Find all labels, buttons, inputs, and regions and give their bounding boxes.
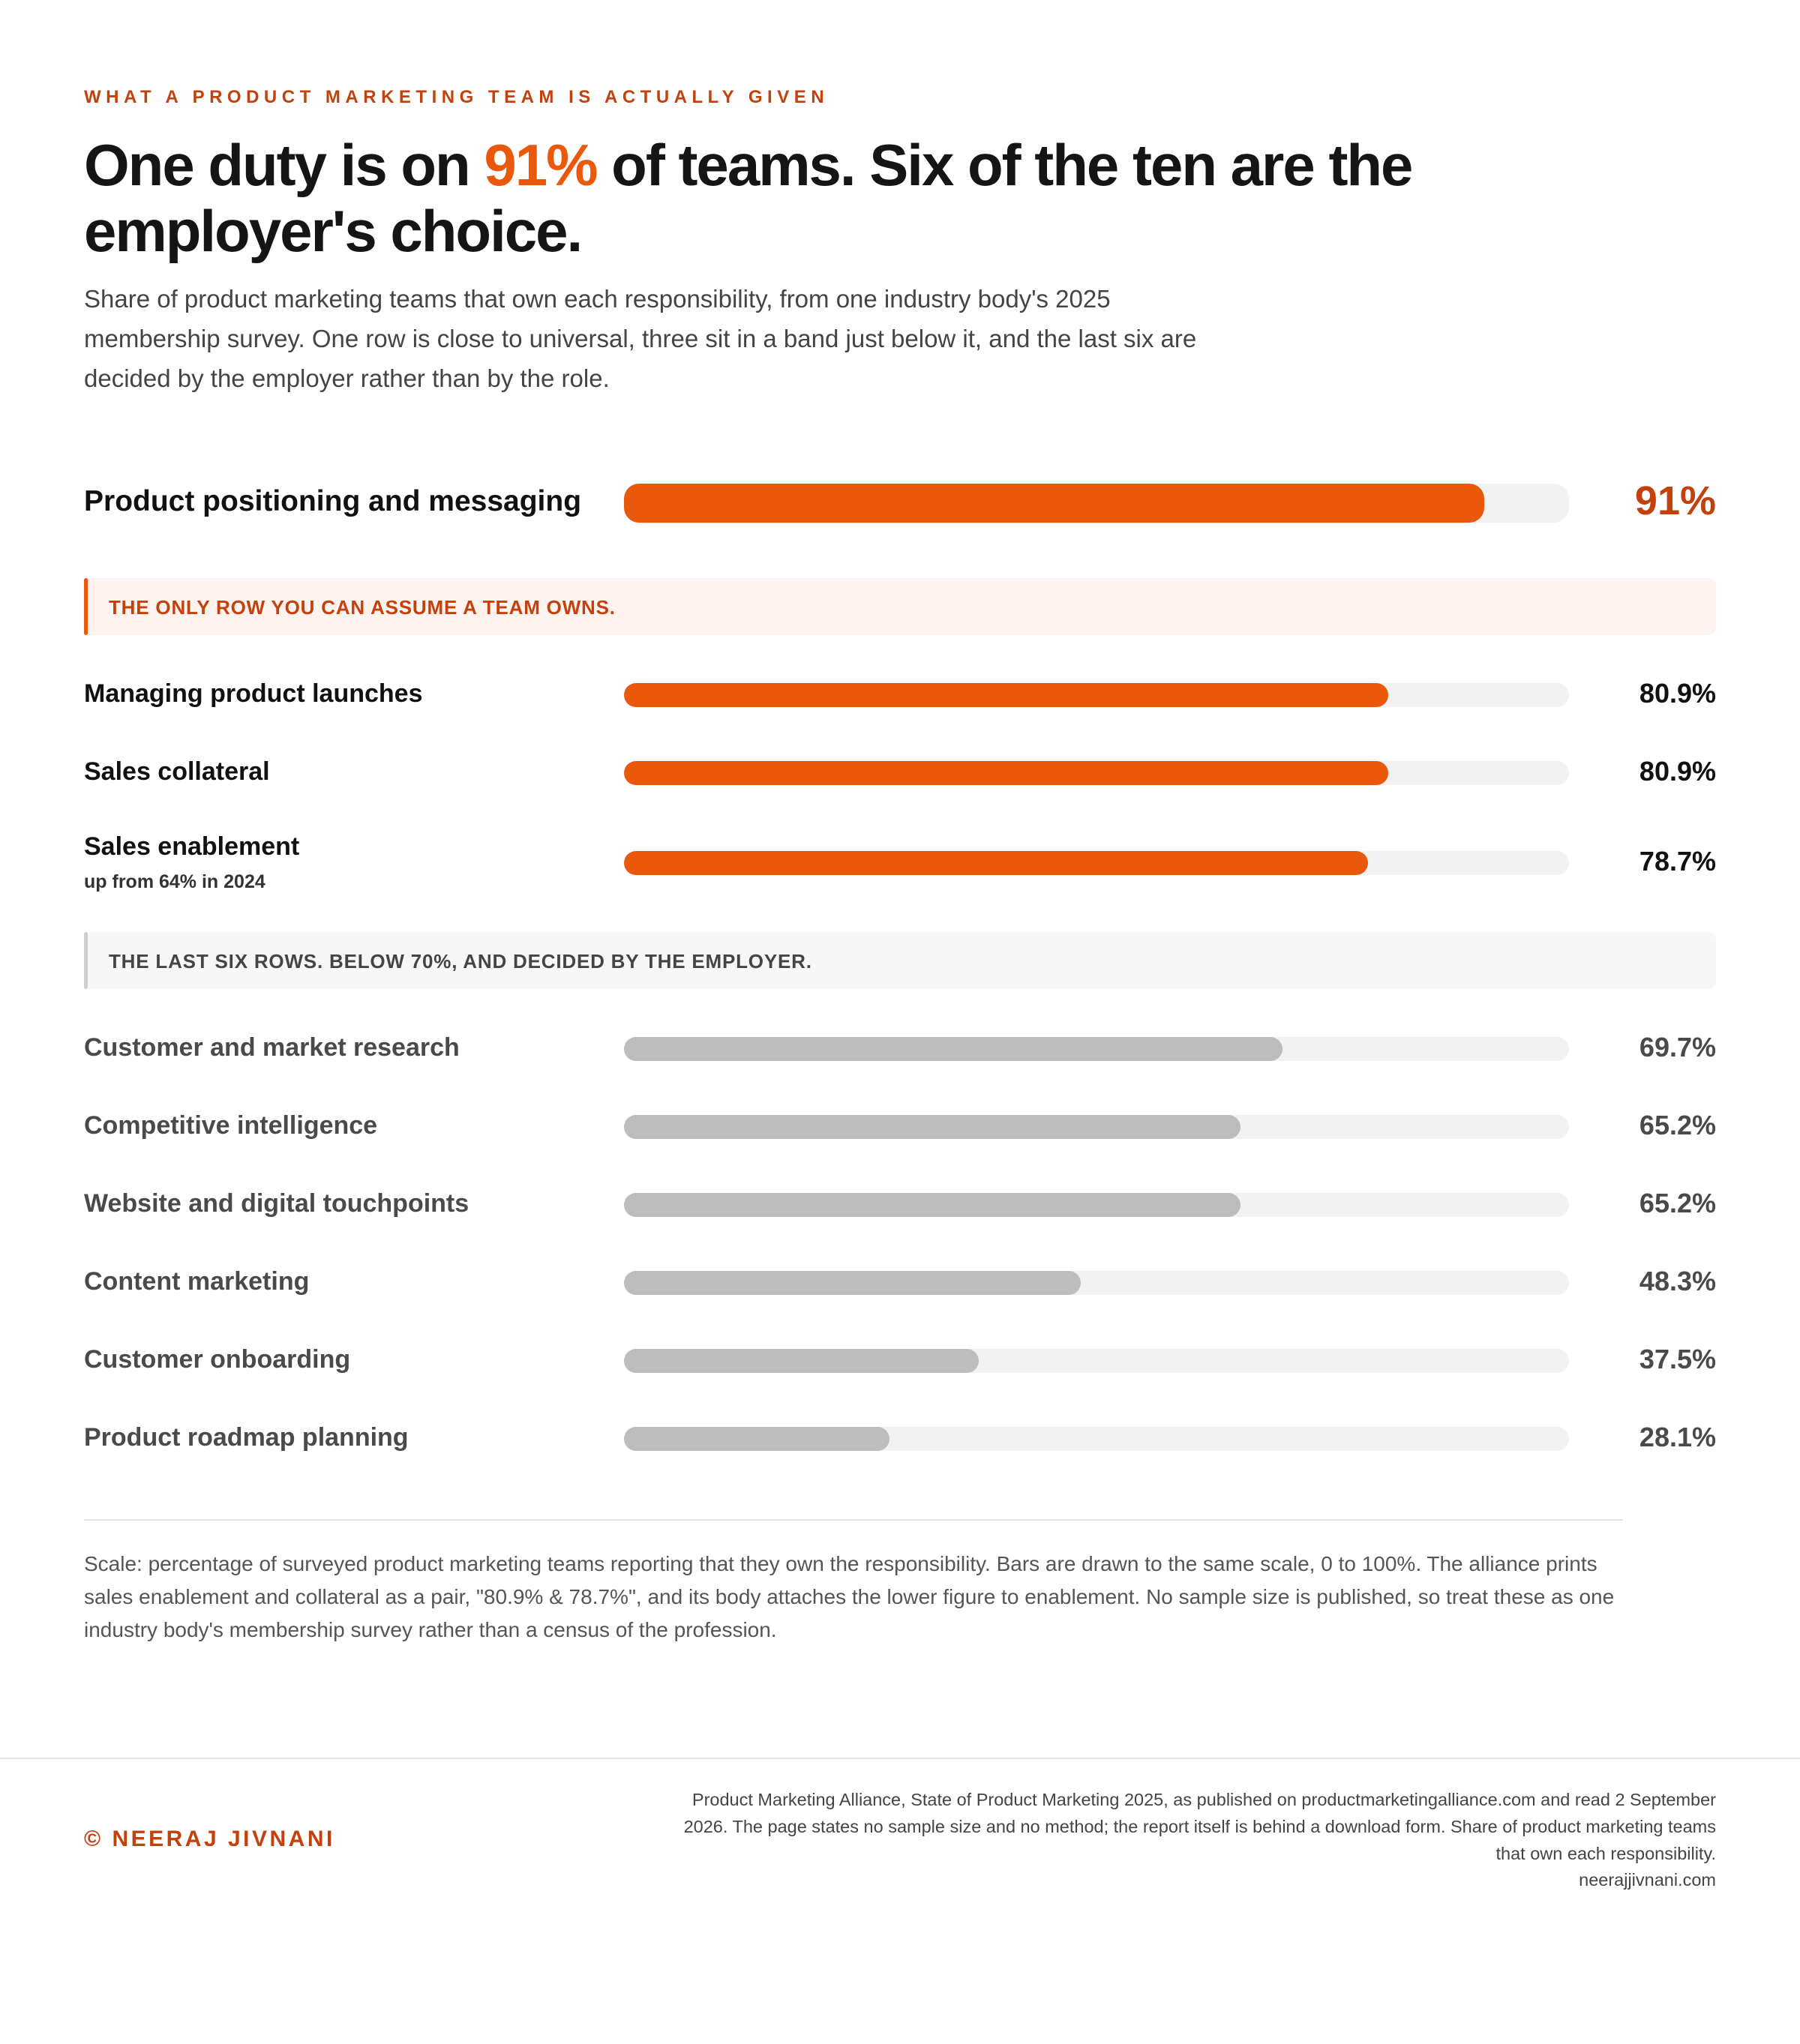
bar-fill	[624, 1427, 890, 1451]
bar-row: Sales collateral 80.9%	[84, 753, 1716, 792]
bar-label: Product roadmap planning	[84, 1423, 409, 1452]
divider	[84, 1519, 1623, 1521]
site-link[interactable]: neerajjivnani.com	[1579, 1870, 1716, 1890]
bar-track	[624, 851, 1569, 875]
headline: One duty is on 91% of teams. Six of the …	[84, 132, 1509, 264]
bar-label: Managing product launches	[84, 679, 423, 708]
callout-top: THE ONLY ROW YOU CAN ASSUME A TEAM OWNS.	[84, 578, 1716, 635]
bar-value: 91%	[1634, 478, 1716, 523]
bar-row: Competitive intelligence 65.2%	[84, 1107, 1716, 1146]
subtitle: Share of product marketing teams that ow…	[84, 285, 1197, 392]
bar-value: 65.2%	[1639, 1110, 1716, 1140]
bar-fill	[624, 851, 1368, 875]
bar-label: Customer and market research	[84, 1033, 460, 1062]
bar-row: Product positioning and messaging 91%	[84, 478, 1716, 528]
callout-accent	[84, 932, 88, 989]
callout-accent	[84, 578, 88, 635]
bar-value: 28.1%	[1639, 1422, 1716, 1452]
bar-row: Managing product launches 80.9%	[84, 675, 1716, 714]
copyright: © NEERAJ JIVNANI	[84, 1827, 335, 1851]
bar-track	[624, 1037, 1569, 1061]
footer-divider	[0, 1758, 1800, 1759]
bar-label: Website and digital touchpoints	[84, 1189, 470, 1218]
bar-track	[624, 1193, 1569, 1217]
bar-label: Competitive intelligence	[84, 1111, 378, 1140]
headline-pre: One duty is on	[84, 132, 484, 198]
bar-track	[624, 1427, 1569, 1451]
bar-row: Website and digital touchpoints 65.2%	[84, 1185, 1716, 1224]
bar-row: Product roadmap planning 28.1%	[84, 1419, 1716, 1458]
bar-label: Customer onboarding	[84, 1345, 351, 1374]
bar-value: 48.3%	[1639, 1266, 1716, 1296]
source-note: Product Marketing Alliance, State of Pro…	[683, 1790, 1716, 1863]
bar-value: 37.5%	[1639, 1344, 1716, 1374]
bar-fill	[624, 1037, 1283, 1061]
bar-row: Sales enablement up from 64% in 2024 78.…	[84, 828, 1716, 903]
callout-bottom: THE LAST SIX ROWS. BELOW 70%, AND DECIDE…	[84, 932, 1716, 989]
headline-post: of teams. Six of the ten are the employe…	[84, 132, 1413, 264]
bar-fill	[624, 1271, 1081, 1295]
bar-value: 80.9%	[1639, 756, 1716, 787]
bar-row: Content marketing 48.3%	[84, 1263, 1716, 1302]
scale-note: Scale: percentage of surveyed product ma…	[84, 1552, 1615, 1641]
bar-fill	[624, 761, 1389, 785]
bar-fill	[624, 1115, 1240, 1139]
bar-fill	[624, 1349, 979, 1373]
bar-track	[624, 683, 1569, 707]
headline-highlight: 91%	[484, 132, 598, 198]
bar-track	[624, 1271, 1569, 1295]
bar-fill	[624, 683, 1389, 707]
bar-value: 69.7%	[1639, 1032, 1716, 1062]
bar-track	[624, 484, 1569, 523]
bar-fill	[624, 484, 1484, 523]
bar-value: 80.9%	[1639, 678, 1716, 709]
bar-value: 78.7%	[1639, 846, 1716, 877]
bar-fill	[624, 1193, 1240, 1217]
bar-track	[624, 761, 1569, 785]
bar-label: Product positioning and messaging	[84, 485, 582, 517]
callout-bottom-text: THE LAST SIX ROWS. BELOW 70%, AND DECIDE…	[109, 950, 812, 973]
bar-row: Customer and market research 69.7%	[84, 1029, 1716, 1068]
bar-row: Customer onboarding 37.5%	[84, 1341, 1716, 1380]
bar-note: up from 64% in 2024	[84, 871, 266, 892]
bar-track	[624, 1349, 1569, 1373]
bar-label: Sales collateral	[84, 757, 270, 786]
callout-top-text: THE ONLY ROW YOU CAN ASSUME A TEAM OWNS.	[109, 596, 616, 619]
bar-value: 65.2%	[1639, 1188, 1716, 1218]
bar-track	[624, 1115, 1569, 1139]
bar-label: Content marketing	[84, 1267, 310, 1296]
bar-label: Sales enablement	[84, 832, 300, 861]
eyebrow: WHAT A PRODUCT MARKETING TEAM IS ACTUALL…	[84, 87, 830, 107]
